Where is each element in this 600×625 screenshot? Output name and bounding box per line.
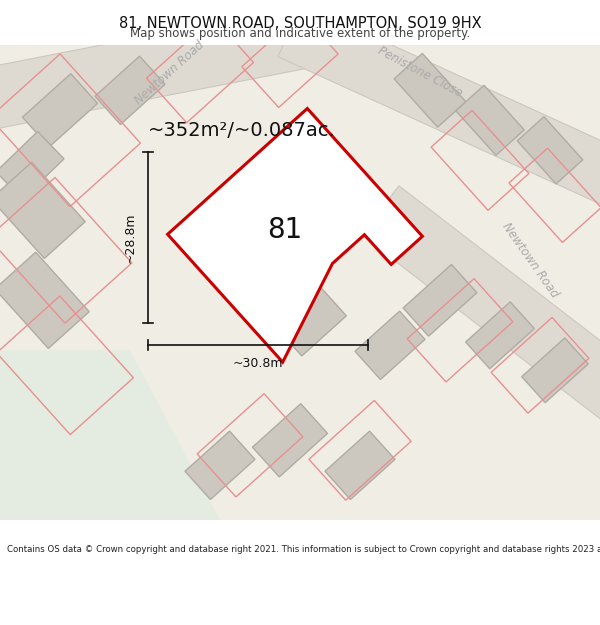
Polygon shape (278, 4, 600, 217)
Polygon shape (0, 252, 89, 349)
Text: Map shows position and indicative extent of the property.: Map shows position and indicative extent… (130, 28, 470, 41)
Text: ~28.8m: ~28.8m (124, 213, 137, 263)
Polygon shape (274, 284, 346, 356)
Polygon shape (22, 74, 98, 147)
Polygon shape (517, 117, 583, 184)
Polygon shape (192, 193, 268, 268)
Polygon shape (456, 85, 524, 156)
Text: 81: 81 (268, 216, 302, 244)
Text: Newtown Road: Newtown Road (499, 221, 561, 300)
Polygon shape (167, 109, 422, 362)
Text: ~352m²/~0.087ac.: ~352m²/~0.087ac. (148, 121, 336, 140)
Text: Contains OS data © Crown copyright and database right 2021. This information is : Contains OS data © Crown copyright and d… (7, 545, 600, 554)
Polygon shape (0, 131, 64, 199)
Polygon shape (253, 404, 328, 477)
Polygon shape (466, 302, 535, 369)
Polygon shape (355, 311, 425, 379)
Text: ~30.8m: ~30.8m (233, 357, 283, 370)
Text: Penistone Close: Penistone Close (376, 44, 464, 100)
Polygon shape (0, 0, 346, 131)
Polygon shape (0, 350, 220, 520)
Polygon shape (0, 162, 85, 259)
Polygon shape (257, 228, 323, 293)
Polygon shape (325, 431, 395, 499)
Polygon shape (403, 264, 477, 336)
Polygon shape (185, 431, 255, 499)
Polygon shape (522, 338, 588, 402)
Polygon shape (95, 56, 165, 124)
Polygon shape (394, 54, 466, 127)
Text: Newtown Road: Newtown Road (133, 38, 207, 107)
Polygon shape (361, 186, 600, 435)
Text: 81, NEWTOWN ROAD, SOUTHAMPTON, SO19 9HX: 81, NEWTOWN ROAD, SOUTHAMPTON, SO19 9HX (119, 16, 481, 31)
